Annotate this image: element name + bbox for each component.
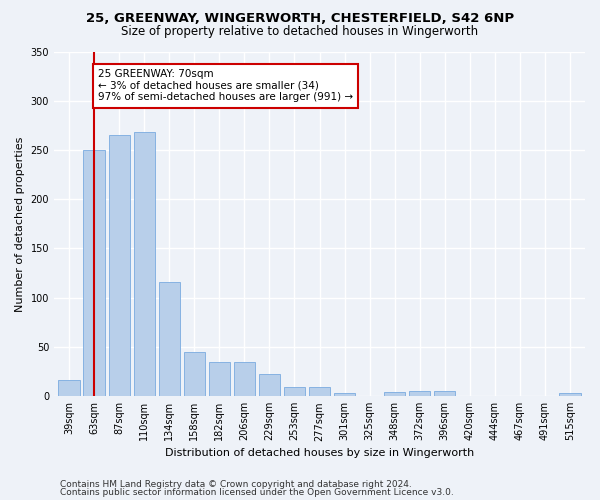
Bar — [259, 374, 280, 396]
Text: Size of property relative to detached houses in Wingerworth: Size of property relative to detached ho… — [121, 25, 479, 38]
Text: Contains HM Land Registry data © Crown copyright and database right 2024.: Contains HM Land Registry data © Crown c… — [60, 480, 412, 489]
X-axis label: Distribution of detached houses by size in Wingerworth: Distribution of detached houses by size … — [165, 448, 474, 458]
Bar — [559, 393, 581, 396]
Text: 25, GREENWAY, WINGERWORTH, CHESTERFIELD, S42 6NP: 25, GREENWAY, WINGERWORTH, CHESTERFIELD,… — [86, 12, 514, 26]
Bar — [158, 282, 180, 396]
Bar — [434, 392, 455, 396]
Bar — [109, 135, 130, 396]
Bar — [284, 388, 305, 396]
Bar — [409, 392, 430, 396]
Bar — [184, 352, 205, 396]
Bar — [309, 388, 330, 396]
Text: 25 GREENWAY: 70sqm
← 3% of detached houses are smaller (34)
97% of semi-detached: 25 GREENWAY: 70sqm ← 3% of detached hous… — [98, 69, 353, 102]
Y-axis label: Number of detached properties: Number of detached properties — [15, 136, 25, 312]
Bar — [134, 132, 155, 396]
Bar — [234, 362, 255, 396]
Bar — [384, 392, 406, 396]
Text: Contains public sector information licensed under the Open Government Licence v3: Contains public sector information licen… — [60, 488, 454, 497]
Bar — [334, 393, 355, 396]
Bar — [58, 380, 80, 396]
Bar — [209, 362, 230, 396]
Bar — [83, 150, 105, 396]
